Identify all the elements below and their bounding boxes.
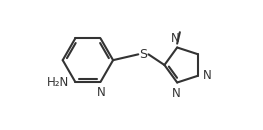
Text: H₂N: H₂N <box>47 76 69 89</box>
Text: N: N <box>172 87 181 100</box>
Text: N: N <box>203 69 211 82</box>
Text: S: S <box>139 48 147 61</box>
Text: N: N <box>171 32 180 45</box>
Text: N: N <box>97 86 106 99</box>
